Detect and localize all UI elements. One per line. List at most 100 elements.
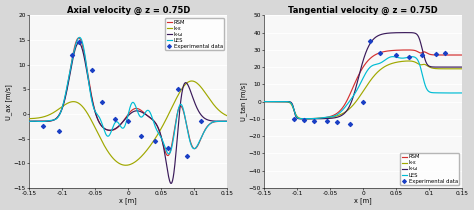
Line: LES: LES: [264, 57, 462, 119]
LES: [159, 137, 164, 140]
Experimental data: [323, 120, 331, 123]
Experimental data: [300, 118, 308, 121]
RSM: [224, 120, 230, 123]
k-ω: [27, 120, 32, 123]
RSM: [378, 51, 384, 54]
RSM: [301, 117, 306, 120]
k-ε: [224, 114, 230, 117]
Title: Tangential velocity @ z = 0.75D: Tangential velocity @ z = 0.75D: [288, 5, 438, 15]
Line: k-ε: k-ε: [264, 61, 462, 119]
RSM: [62, 99, 67, 101]
RSM: [405, 49, 410, 51]
Experimental data: [290, 117, 298, 121]
LES: [62, 98, 67, 100]
Experimental data: [137, 134, 145, 138]
Legend: RSM, k-ε, k-ω, LES, Experimental data: RSM, k-ε, k-ω, LES, Experimental data: [165, 18, 224, 50]
Experimental data: [359, 100, 367, 103]
Experimental data: [151, 139, 158, 143]
RSM: [297, 117, 302, 120]
k-ω: [116, 125, 122, 127]
Experimental data: [183, 154, 191, 158]
LES: [411, 56, 417, 58]
Experimental data: [366, 39, 374, 43]
Experimental data: [55, 130, 63, 133]
LES: [77, 36, 82, 39]
Experimental data: [346, 122, 354, 126]
RSM: [459, 54, 465, 56]
Experimental data: [174, 88, 182, 91]
k-ω: [351, 93, 357, 95]
RSM: [351, 84, 357, 86]
Experimental data: [124, 120, 132, 123]
k-ε: [302, 117, 308, 120]
k-ω: [62, 100, 67, 102]
Experimental data: [68, 53, 76, 56]
Experimental data: [392, 53, 400, 57]
k-ε: [459, 68, 465, 70]
k-ε: [62, 104, 67, 106]
k-ε: [313, 117, 319, 120]
RSM: [159, 138, 164, 140]
k-ω: [143, 114, 149, 116]
k-ε: [143, 150, 149, 152]
Line: RSM: RSM: [264, 50, 462, 119]
Line: k-ω: k-ω: [29, 43, 227, 183]
Experimental data: [39, 125, 46, 128]
k-ε: [297, 117, 302, 119]
Y-axis label: U_tan [m/s]: U_tan [m/s]: [240, 82, 247, 121]
k-ω: [297, 117, 302, 120]
k-ω: [404, 31, 410, 34]
Line: k-ω: k-ω: [264, 33, 462, 119]
k-ε: [406, 60, 411, 62]
LES: [394, 56, 400, 59]
Experimental data: [419, 53, 426, 57]
LES: [224, 120, 230, 123]
k-ω: [76, 42, 82, 44]
k-ε: [27, 117, 32, 120]
Experimental data: [442, 52, 449, 55]
Experimental data: [98, 100, 106, 103]
RSM: [27, 120, 32, 123]
Experimental data: [333, 121, 341, 124]
Experimental data: [310, 119, 318, 122]
LES: [351, 93, 357, 96]
k-ω: [168, 182, 174, 185]
Experimental data: [432, 52, 439, 56]
k-ω: [78, 43, 83, 46]
RSM: [76, 37, 82, 39]
RSM: [262, 100, 267, 103]
k-ω: [262, 100, 267, 103]
k-ω: [159, 137, 164, 140]
Line: LES: LES: [29, 37, 227, 154]
Experimental data: [405, 55, 413, 58]
Experimental data: [111, 117, 119, 121]
k-ω: [378, 33, 384, 36]
k-ε: [351, 103, 357, 105]
LES: [297, 117, 302, 120]
LES: [166, 153, 172, 155]
LES: [378, 61, 384, 64]
LES: [143, 110, 149, 113]
Title: Axial velocity @ z = 0.75D: Axial velocity @ z = 0.75D: [66, 5, 190, 15]
k-ω: [459, 66, 465, 68]
k-ω: [411, 32, 417, 34]
Legend: RSM, k-ε, k-ω, LES, Experimental data: RSM, k-ε, k-ω, LES, Experimental data: [400, 153, 459, 185]
k-ω: [176, 118, 182, 121]
k-ε: [262, 100, 267, 103]
RSM: [176, 107, 182, 110]
k-ε: [394, 61, 400, 63]
k-ε: [159, 126, 164, 129]
LES: [27, 120, 32, 123]
k-ω: [394, 32, 400, 34]
X-axis label: x [m]: x [m]: [354, 198, 372, 205]
LES: [459, 92, 465, 94]
RSM: [165, 154, 171, 157]
Experimental data: [197, 120, 204, 123]
k-ε: [123, 164, 128, 167]
k-ε: [176, 93, 182, 96]
LES: [78, 37, 83, 39]
k-ω: [313, 118, 319, 120]
LES: [262, 100, 267, 103]
k-ω: [301, 118, 307, 120]
LES: [313, 117, 319, 120]
